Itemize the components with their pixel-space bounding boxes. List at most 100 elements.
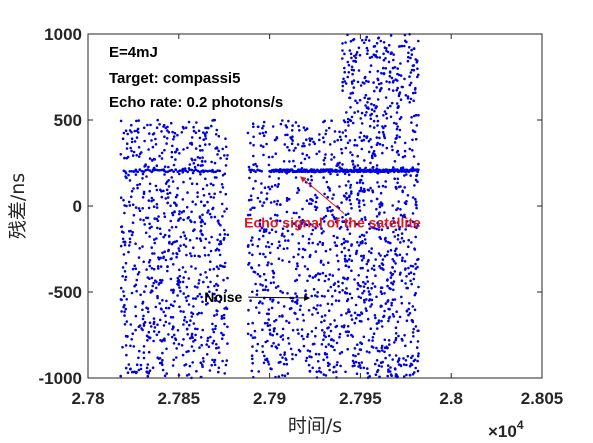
noise-point [150, 246, 153, 249]
noise-point [249, 141, 252, 145]
noise-point [337, 280, 340, 284]
noise-point [129, 344, 132, 348]
noise-point [185, 285, 189, 289]
noise-point [373, 109, 376, 113]
noise-point [152, 198, 155, 202]
noise-point [169, 303, 173, 307]
noise-point [384, 180, 388, 183]
noise-point [165, 347, 168, 351]
signal-point [160, 168, 164, 172]
noise-point [192, 129, 196, 133]
noise-point [365, 309, 368, 313]
noise-point [297, 348, 301, 352]
noise-point [369, 161, 372, 165]
noise-point [188, 163, 192, 166]
noise-point [331, 345, 335, 349]
noise-point [198, 237, 202, 240]
noise-point [371, 339, 374, 342]
noise-point [150, 267, 154, 270]
noise-point [170, 242, 174, 246]
noise-point [192, 322, 196, 325]
noise-point [340, 201, 343, 204]
noise-point [262, 252, 265, 256]
noise-point [399, 364, 403, 368]
noise-point [265, 312, 269, 316]
noise-point [306, 178, 310, 181]
noise-point [131, 370, 134, 374]
noise-point [291, 233, 294, 236]
noise-point [122, 305, 125, 309]
noise-point [292, 255, 296, 259]
noise-point [249, 334, 253, 337]
noise-point [347, 248, 351, 252]
noise-point [204, 134, 207, 138]
noise-point [371, 166, 374, 170]
noise-point [281, 119, 284, 122]
noise-point [154, 137, 157, 141]
noise-point [387, 88, 391, 91]
noise-point [303, 248, 307, 252]
noise-point [350, 296, 354, 300]
noise-point [128, 204, 132, 207]
noise-point [209, 335, 212, 339]
noise-point [359, 131, 363, 134]
noise-point [132, 345, 136, 348]
noise-point [345, 299, 349, 303]
noise-point [297, 253, 300, 256]
noise-point [253, 329, 257, 333]
noise-point [367, 290, 371, 293]
noise-point [340, 151, 344, 155]
noise-point [250, 266, 253, 269]
x-tick-label: 2.785 [158, 389, 201, 408]
noise-point [141, 207, 144, 210]
noise-point [226, 325, 229, 329]
noise-point [394, 338, 398, 342]
noise-point [404, 228, 408, 231]
noise-point [341, 220, 344, 223]
noise-point [373, 285, 377, 288]
noise-point [376, 78, 380, 82]
noise-point [219, 223, 222, 227]
noise-point [178, 210, 181, 213]
noise-point [155, 333, 159, 337]
noise-point [381, 258, 385, 261]
noise-point [261, 350, 265, 354]
noise-point [195, 182, 199, 186]
noise-point [258, 219, 262, 222]
noise-point [121, 137, 125, 140]
noise-point [141, 302, 144, 305]
noise-point [162, 310, 165, 314]
noise-point [390, 301, 394, 305]
noise-point [217, 267, 220, 271]
noise-point [366, 188, 370, 192]
noise-point [354, 317, 358, 320]
noise-point [217, 370, 220, 374]
noise-point [396, 207, 400, 210]
noise-point [205, 343, 208, 346]
noise-point [208, 369, 212, 372]
noise-point [401, 155, 405, 159]
noise-point [178, 274, 182, 278]
noise-point [261, 302, 264, 305]
noise-point [165, 299, 168, 303]
noise-point [347, 180, 350, 183]
noise-point [252, 163, 255, 166]
noise-point [201, 149, 204, 152]
noise-point [261, 234, 265, 238]
noise-point [171, 364, 175, 367]
noise-point [168, 191, 172, 195]
noise-point [391, 204, 395, 207]
noise-point [364, 38, 368, 42]
noise-point [416, 369, 420, 373]
noise-point [358, 319, 362, 323]
noise-point [283, 143, 287, 146]
noise-point [392, 280, 396, 283]
noise-point [311, 313, 314, 316]
noise-point [411, 129, 415, 132]
noise-point [370, 247, 374, 250]
noise-point [124, 307, 128, 311]
noise-point [210, 215, 213, 219]
noise-point [349, 151, 352, 154]
noise-point [301, 255, 305, 259]
noise-point [305, 223, 309, 227]
